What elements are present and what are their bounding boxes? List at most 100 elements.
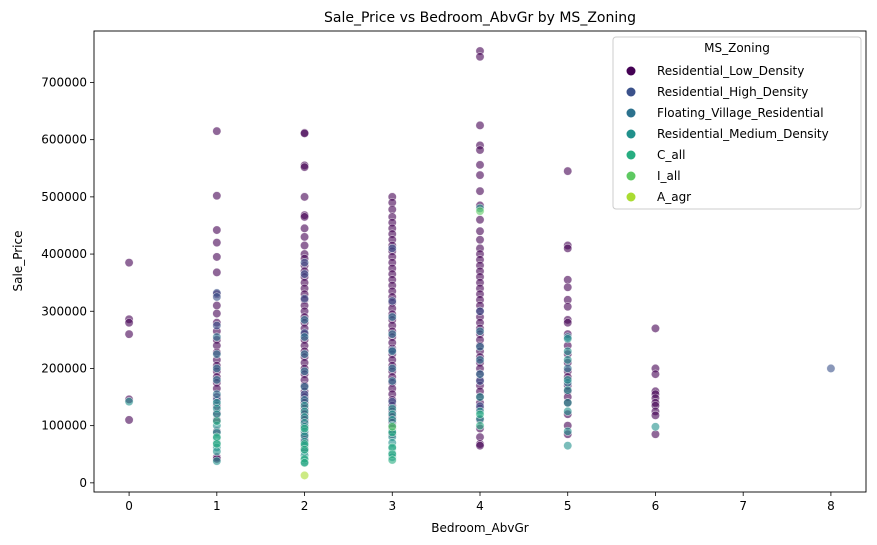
data-point: [563, 282, 573, 292]
legend-entry-label: Residential_Low_Density: [657, 64, 804, 78]
data-point: [212, 309, 222, 319]
data-point: [124, 415, 134, 425]
legend-items: Residential_Low_Density Residential_High_…: [626, 64, 829, 204]
x-tick-label: 7: [739, 499, 747, 513]
data-point: [475, 226, 485, 236]
data-point: [300, 315, 310, 325]
data-point: [475, 369, 485, 379]
legend-marker: [626, 171, 636, 181]
data-point: [475, 160, 485, 170]
legend-entry-label: A_agr: [657, 190, 691, 204]
data-point: [475, 306, 485, 316]
data-point: [300, 332, 310, 342]
data-point: [212, 456, 222, 466]
legend-entry-label: Residential_Medium_Density: [657, 127, 829, 141]
y-axis-label: Sale_Price: [11, 231, 25, 292]
legend-marker: [626, 87, 636, 97]
data-point: [650, 369, 660, 379]
data-point: [300, 240, 310, 250]
legend: MS_Zoning Residential_Low_DensityResiden…: [612, 36, 862, 210]
data-point: [387, 422, 397, 432]
data-point: [212, 252, 222, 262]
x-tick-label: 2: [301, 499, 309, 513]
data-point: [387, 363, 397, 373]
data-point: [300, 445, 310, 455]
data-point: [124, 318, 134, 328]
data-point: [475, 206, 485, 216]
data-point: [300, 366, 310, 376]
x-tick-label: 3: [388, 499, 396, 513]
y-tick-label: 100000: [41, 419, 87, 433]
data-point: [475, 170, 485, 180]
legend-marker: [626, 150, 636, 160]
data-point: [563, 355, 573, 365]
data-point: [475, 52, 485, 62]
data-point: [300, 258, 310, 268]
y-tick-label: 700000: [41, 75, 87, 89]
data-point: [475, 186, 485, 196]
x-tick-label: 5: [564, 499, 572, 513]
data-point: [387, 329, 397, 339]
data-point: [300, 424, 310, 434]
data-point: [212, 225, 222, 235]
series-c-all: [212, 409, 485, 468]
data-point: [212, 416, 222, 426]
legend-title: MS_Zoning: [704, 41, 770, 55]
data-point: [563, 426, 573, 436]
data-point: [212, 191, 222, 201]
data-point: [387, 376, 397, 386]
legend-entry-label: Residential_High_Density: [657, 85, 808, 99]
data-point: [212, 389, 222, 399]
legend-entry-label: C_all: [657, 148, 685, 162]
legend-marker: [626, 129, 636, 139]
data-point: [212, 267, 222, 277]
series-i-all: [387, 206, 485, 432]
y-tick-label: 500000: [41, 190, 87, 204]
data-point: [563, 406, 573, 416]
data-point: [300, 192, 310, 202]
x-tick-label: 4: [476, 499, 484, 513]
data-point: [475, 235, 485, 245]
data-point: [826, 363, 836, 373]
data-point: [563, 166, 573, 176]
data-point: [300, 162, 310, 172]
data-point: [212, 363, 222, 373]
data-point: [387, 312, 397, 322]
x-tick-label: 0: [125, 499, 133, 513]
data-point: [475, 145, 485, 155]
y-tick-label: 200000: [41, 361, 87, 375]
data-point: [475, 392, 485, 402]
y-tick-label: 0: [79, 476, 87, 490]
data-point: [563, 363, 573, 373]
data-point: [300, 128, 310, 138]
data-point: [563, 385, 573, 395]
data-point: [563, 302, 573, 312]
points-layer: [124, 46, 836, 480]
legend-marker: [626, 192, 636, 202]
data-point: [212, 292, 222, 302]
data-point: [475, 409, 485, 419]
data-point: [475, 215, 485, 225]
data-point: [212, 238, 222, 248]
data-point: [300, 232, 310, 242]
data-point: [563, 398, 573, 408]
data-point: [212, 439, 222, 449]
data-point: [563, 318, 573, 328]
data-point: [212, 301, 222, 311]
x-tick-label: 6: [652, 499, 660, 513]
data-point: [475, 120, 485, 130]
data-point: [563, 243, 573, 253]
data-point: [124, 329, 134, 339]
data-point: [300, 212, 310, 222]
y-axis-ticks: 0 100000 200000 300000 400000 500000 600000 700…: [41, 75, 94, 490]
x-axis-label: Bedroom_AbvGr: [431, 521, 529, 535]
data-point: [300, 294, 310, 304]
data-point: [212, 126, 222, 136]
data-point: [387, 243, 397, 253]
y-tick-label: 300000: [41, 304, 87, 318]
data-point: [650, 422, 660, 432]
data-point: [387, 346, 397, 356]
data-point: [563, 375, 573, 385]
data-point: [387, 296, 397, 306]
y-tick-label: 600000: [41, 133, 87, 147]
